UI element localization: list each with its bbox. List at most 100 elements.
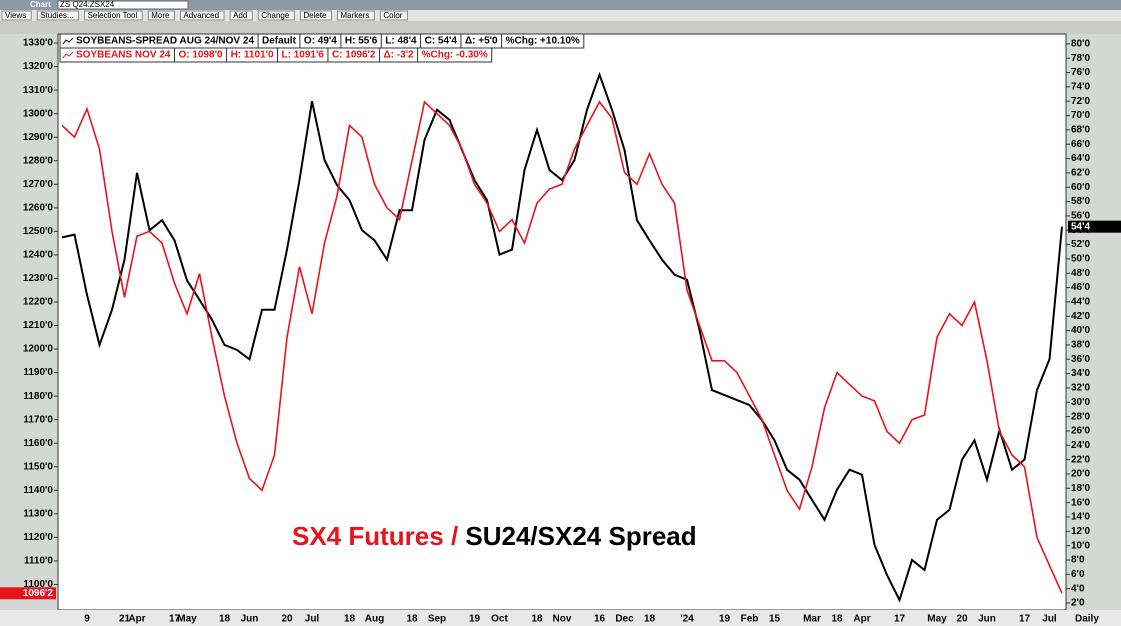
x-tick-label: 18	[344, 614, 356, 625]
plot-area	[57, 33, 1067, 611]
x-tick-label: '24	[680, 614, 694, 625]
legend-entry: SOYBEANS-SPREAD AUG 24/NOV 24 Default O: 4…	[59, 33, 585, 49]
y2-tick-label: 14'0	[1071, 512, 1091, 523]
button-label: Markers	[340, 11, 369, 20]
button-frame	[257, 10, 295, 21]
x-tick-label: 16	[594, 614, 606, 625]
y2-tick-label: 16'0	[1071, 497, 1091, 508]
y-tick-label: 1330'0	[23, 38, 54, 49]
button-label: Delete	[303, 11, 327, 20]
legend-icon	[62, 37, 74, 45]
y-tick-label: 1300'0	[23, 108, 54, 119]
button-label: Views	[5, 11, 26, 20]
x-tick-label: 18	[219, 614, 231, 625]
legend-stat: H: 1101'0	[231, 50, 274, 61]
x-tick-label: Nov	[553, 614, 572, 625]
toolbar-button[interactable]: Delete	[299, 10, 332, 21]
toolbar-button[interactable]: Advanced	[179, 10, 225, 21]
button-frame	[179, 10, 225, 21]
y-tick-label: 1240'0	[23, 250, 54, 261]
series-line	[61, 71, 1063, 603]
button-frame	[36, 10, 80, 21]
y2-tick-label: 34'0	[1071, 368, 1091, 379]
symbol: ZS Q24:ZSX24	[60, 0, 115, 9]
y2-tick-label: 18'0	[1071, 483, 1091, 494]
button-frame	[84, 10, 143, 21]
legend-stat: C: 54'4	[425, 36, 458, 47]
y2-tick-label: 46'0	[1071, 282, 1091, 293]
toolbar-gap	[0, 21, 1121, 34]
x-tick-label: Aug	[365, 614, 384, 625]
last-value-box	[1068, 220, 1121, 233]
button-frame	[147, 10, 175, 21]
legend-stat: L: 48'4	[385, 36, 417, 47]
toolbar-button[interactable]: Add	[229, 10, 253, 21]
y-tick-label: 1280'0	[23, 155, 54, 166]
y2-tick-label: 70'0	[1071, 110, 1091, 121]
legend-stat: Δ: -3'2	[383, 50, 414, 61]
y-tick-label: 1110'0	[24, 556, 54, 567]
x-tick-label: 17	[169, 614, 181, 625]
toolbar-button[interactable]: Selection Tool	[84, 10, 143, 21]
legend-stat: C: 1096'2	[332, 50, 376, 61]
y2-tick-label: 64'0	[1071, 153, 1091, 164]
x-tick-label: Dec	[615, 614, 634, 625]
x-tick-label: Sep	[428, 614, 446, 625]
toolbar	[0, 10, 1121, 21]
x-tick-label: 18	[406, 614, 418, 625]
symbol-box[interactable]	[57, 0, 189, 10]
annotation-part: SX4 Futures	[292, 521, 444, 551]
y-tick-label: 1310'0	[23, 85, 54, 96]
x-tick-label: Apr	[128, 614, 145, 625]
y2-tick-label: 76'0	[1071, 67, 1091, 78]
toolbar-button[interactable]: More	[147, 10, 175, 21]
button-label: More	[151, 11, 170, 20]
y2-tick-label: 30'0	[1071, 397, 1091, 408]
y2-tick-label: 8'0	[1071, 555, 1085, 566]
x-tick-label: Jul	[1042, 614, 1057, 625]
y2-tick-label: 12'0	[1071, 526, 1091, 537]
y2-tick-label: 2'0	[1071, 598, 1085, 609]
y-tick-label: 1180'0	[23, 391, 53, 402]
button-frame	[336, 10, 375, 21]
y2-tick-label: 62'0	[1071, 168, 1091, 179]
legend-stat: H: 55'6	[345, 36, 378, 47]
x-tick-label: Jul	[305, 614, 320, 625]
y2-tick-label: 58'0	[1071, 196, 1091, 207]
legend-name: SOYBEANS-SPREAD AUG 24/NOV 24	[76, 36, 254, 47]
x-tick-label: Mar	[803, 614, 821, 625]
legend-stat: L: 1091'6	[282, 50, 325, 61]
x-tick-label: 18	[831, 614, 843, 625]
y2-tick-label: 6'0	[1071, 569, 1085, 580]
y2-tick-label: 52'0	[1071, 239, 1091, 250]
x-tick-label: May	[177, 614, 197, 625]
period-label: Daily	[1075, 614, 1099, 625]
y2-tick-label: 60'0	[1071, 182, 1091, 193]
x-tick-label: Apr	[853, 614, 870, 625]
y-tick-label: 1120'0	[23, 532, 53, 543]
y-tick-label: 1210'0	[23, 320, 54, 331]
y2-tick-label: 20'0	[1071, 469, 1091, 480]
y2-tick-label: 22'0	[1071, 454, 1091, 465]
y2-tick-label: 66'0	[1071, 139, 1091, 150]
y2-tick-label: 36'0	[1071, 354, 1091, 365]
series-line	[61, 100, 1063, 594]
y-tick-label: 1250'0	[23, 226, 54, 237]
y2-tick-label: 48'0	[1071, 268, 1091, 279]
y2-tick-label: 68'0	[1071, 125, 1091, 136]
y2-tick-label: 78'0	[1071, 53, 1091, 64]
y2-tick-label: 40'0	[1071, 325, 1091, 336]
legend-name: SOYBEANS NOV 24	[76, 50, 171, 61]
toolbar-button[interactable]: Studies...	[36, 10, 80, 21]
toolbar-button[interactable]: Views	[1, 10, 32, 21]
x-tick-label: 19	[719, 614, 731, 625]
x-tick-label: 17	[894, 614, 906, 625]
toolbar-button[interactable]: Markers	[336, 10, 375, 21]
button-label: Color	[383, 11, 402, 20]
last-value-label: 1096'2	[23, 588, 54, 599]
toolbar-button[interactable]: Change	[257, 10, 295, 21]
toolbar-button[interactable]: Color	[379, 10, 408, 21]
y-tick-label: 1200'0	[23, 344, 54, 355]
annotation: SX4 Futures / SU24/SX24 Spread	[292, 521, 697, 551]
